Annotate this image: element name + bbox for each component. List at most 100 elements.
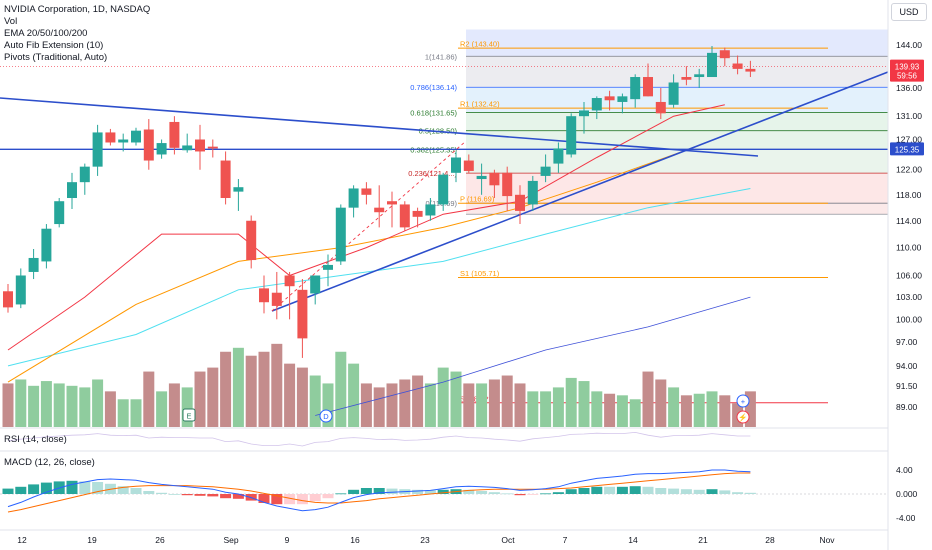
macd-histogram-bar xyxy=(463,489,475,494)
volume-bar xyxy=(437,367,449,427)
macd-histogram-bar xyxy=(296,494,308,505)
candle xyxy=(438,172,449,211)
macd-signal-line xyxy=(7,472,751,513)
legend-fib-extension: Auto Fib Extension (10) xyxy=(4,40,104,51)
legend-ema: EMA 20/50/100/200 xyxy=(4,28,88,39)
volume-bar xyxy=(680,395,692,427)
ascending-trendline[interactable] xyxy=(271,71,889,312)
volume-bar xyxy=(668,387,680,427)
last-price-badge[interactable] xyxy=(890,59,924,82)
dividend-badge[interactable]: D xyxy=(319,409,333,423)
volume-bar xyxy=(578,381,590,427)
volume-bar xyxy=(591,391,603,427)
candle-body xyxy=(425,204,436,216)
candle xyxy=(668,74,679,108)
candle xyxy=(425,198,436,221)
alert-flash-icon-glyph: ⚡ xyxy=(738,413,747,422)
candle xyxy=(79,163,90,195)
macd-histogram-bar xyxy=(386,488,398,494)
time-axis-label: 12 xyxy=(17,535,27,545)
macd-histogram-bar xyxy=(565,489,577,494)
pivot-label: R1 (132.42) xyxy=(460,100,500,109)
pivot-label: P (116.69) xyxy=(460,195,495,204)
candle-body xyxy=(54,201,65,225)
candle xyxy=(28,248,39,280)
volume-bar xyxy=(271,343,283,427)
macd-histogram-bar xyxy=(284,494,296,505)
candle xyxy=(118,133,129,152)
candle-body xyxy=(271,292,282,306)
candle xyxy=(310,275,321,305)
candle-body xyxy=(387,201,397,205)
macd-histogram-bar xyxy=(348,489,360,494)
fib-level-label: 0.236(121.4...) xyxy=(408,169,457,178)
candle xyxy=(591,96,602,120)
pivot-label: R2 (143.40) xyxy=(460,40,500,49)
candle xyxy=(156,139,167,159)
candle xyxy=(169,116,180,155)
price-axis-tick: 127.00 xyxy=(896,135,922,145)
candle-body xyxy=(297,289,308,339)
volume-bar xyxy=(28,385,40,427)
candle xyxy=(617,93,628,114)
macd-histogram-bar xyxy=(412,489,424,494)
macd-line xyxy=(7,469,751,512)
macd-histogram-bar xyxy=(168,494,180,495)
volume-bar xyxy=(360,383,372,427)
alert-flash-icon[interactable] xyxy=(736,410,750,424)
candle xyxy=(207,139,218,158)
candle xyxy=(515,185,525,225)
macd-histogram-bar xyxy=(220,494,232,499)
volume-bar xyxy=(424,383,436,427)
candle-body xyxy=(463,160,474,171)
price-axis-tick: 118.00 xyxy=(896,190,922,200)
volume-bar xyxy=(232,347,244,427)
candle-body xyxy=(617,96,628,102)
candle-body xyxy=(489,172,500,186)
candle-body xyxy=(681,77,692,80)
price-axis-tick: 94.00 xyxy=(896,361,918,371)
volume-bar xyxy=(92,379,104,427)
macd-histogram-bar xyxy=(476,491,488,494)
candle-body xyxy=(259,288,269,303)
level-price-badge[interactable] xyxy=(890,142,924,156)
price-axis-tick: 114.00 xyxy=(896,216,922,226)
add-plus-icon[interactable] xyxy=(736,394,750,408)
earnings-badge-box xyxy=(182,408,196,422)
volume-bar xyxy=(488,379,500,427)
volume-bar xyxy=(207,367,219,427)
macd-histogram-bar xyxy=(130,488,142,494)
legend-symbol: NVIDIA Corporation, 1D, NASDAQ xyxy=(4,4,151,15)
bar-countdown: 59:56 xyxy=(897,72,918,81)
candle-body xyxy=(118,139,129,143)
ema20-line xyxy=(7,104,725,351)
candle-body xyxy=(195,139,205,152)
candle-body xyxy=(156,143,167,155)
candle-body xyxy=(719,50,730,59)
candle-body xyxy=(246,220,257,261)
currency-button[interactable]: USD xyxy=(891,3,927,21)
candle-body xyxy=(67,182,77,199)
fib-level-label: 0.618(131.65) xyxy=(410,108,457,117)
macd-histogram-bar xyxy=(335,493,347,495)
volume-bar xyxy=(156,391,168,427)
macd-axis-tick: 4.00 xyxy=(896,465,913,475)
candle xyxy=(374,185,385,228)
volume-bar xyxy=(335,351,347,427)
macd-histogram-bar xyxy=(232,494,244,499)
earnings-badge-label: E xyxy=(186,412,191,421)
candle-body xyxy=(15,275,26,305)
volume-bar xyxy=(348,363,360,427)
candle xyxy=(719,47,730,67)
candle-body xyxy=(515,194,525,211)
macd-histogram-bar xyxy=(156,492,168,494)
candle-body xyxy=(451,157,461,173)
rsi-pane-title: RSI (14, close) xyxy=(4,434,67,445)
macd-histogram-bar xyxy=(693,489,705,494)
macd-histogram-bar xyxy=(360,488,372,494)
descending-trendline[interactable] xyxy=(0,97,759,157)
price-axis-tick: 97.00 xyxy=(896,337,918,347)
earnings-badge[interactable]: E xyxy=(182,408,196,422)
volume-bar xyxy=(565,377,577,427)
